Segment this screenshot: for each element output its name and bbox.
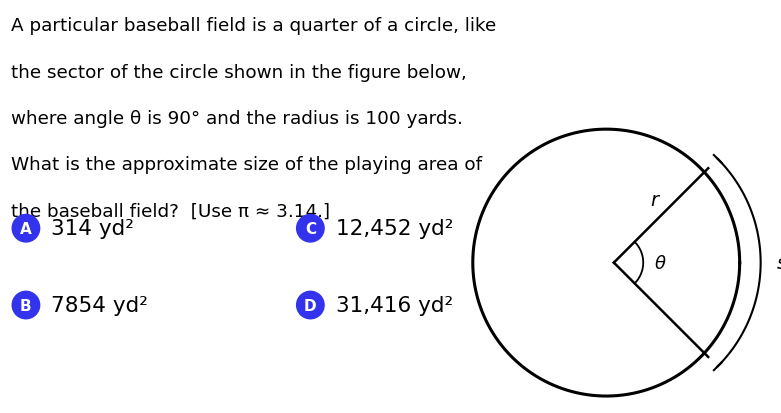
Text: 314 yd²: 314 yd² <box>51 219 134 239</box>
Text: where angle θ is 90° and the radius is 100 yards.: where angle θ is 90° and the radius is 1… <box>12 110 463 128</box>
Text: 7854 yd²: 7854 yd² <box>51 295 148 315</box>
Text: 31,416 yd²: 31,416 yd² <box>336 295 453 315</box>
Text: the baseball field?  [Use π ≈ 3.14.]: the baseball field? [Use π ≈ 3.14.] <box>12 202 330 221</box>
Text: 12,452 yd²: 12,452 yd² <box>336 219 453 239</box>
Circle shape <box>12 215 40 242</box>
Text: s: s <box>777 254 781 273</box>
Text: C: C <box>305 221 316 236</box>
Circle shape <box>297 215 324 242</box>
Text: r: r <box>651 190 658 209</box>
Text: A particular baseball field is a quarter of a circle, like: A particular baseball field is a quarter… <box>12 17 497 35</box>
Text: D: D <box>304 298 316 313</box>
Text: B: B <box>20 298 32 313</box>
Text: θ: θ <box>655 254 666 272</box>
Circle shape <box>297 292 324 319</box>
Text: A: A <box>20 221 32 236</box>
Text: the sector of the circle shown in the figure below,: the sector of the circle shown in the fi… <box>12 63 467 81</box>
Text: What is the approximate size of the playing area of: What is the approximate size of the play… <box>12 156 483 174</box>
Circle shape <box>12 292 40 319</box>
